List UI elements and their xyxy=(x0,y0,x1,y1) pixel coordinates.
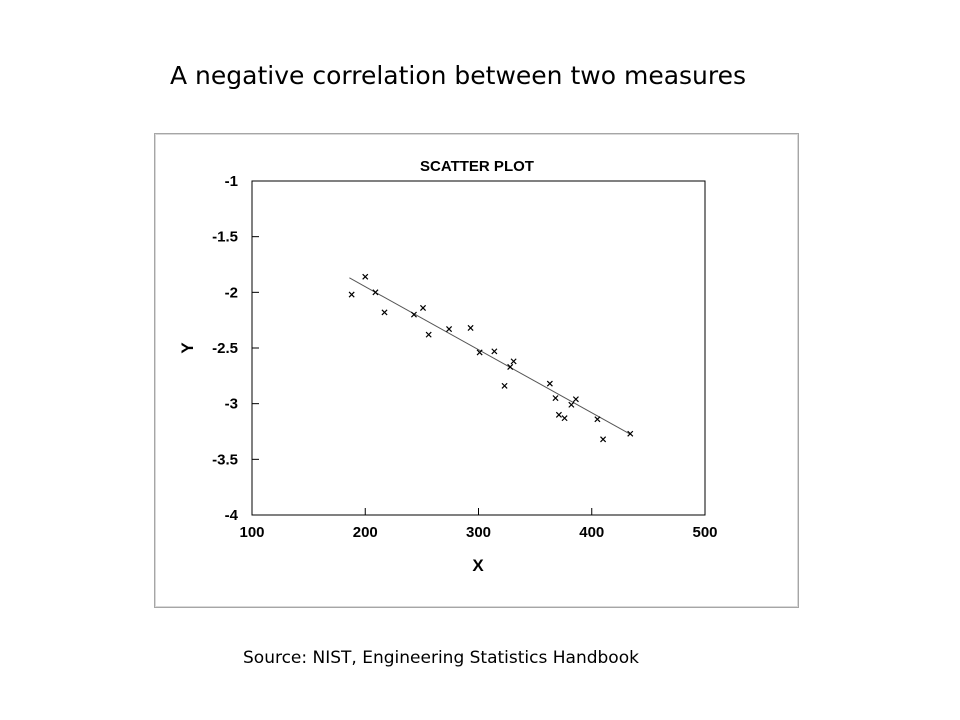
y-axis-label: Y xyxy=(178,342,197,354)
scatter-plot: SCATTER PLOT 100 200 300 400 500 -1 -1.5 -2 -2.… xyxy=(178,158,718,575)
data-point xyxy=(627,430,634,437)
x-tick-label: 200 xyxy=(353,524,378,541)
data-point xyxy=(555,411,562,418)
data-point xyxy=(491,348,498,355)
plot-frame: SCATTER PLOT 100 200 300 400 500 -1 -1.5 -2 -2.… xyxy=(154,133,799,608)
source-note: Source: NIST, Engineering Statistics Han… xyxy=(243,648,639,668)
data-point xyxy=(362,273,369,280)
x-axis-ticks: 100 200 300 400 500 xyxy=(239,508,718,541)
plot-area xyxy=(251,180,706,516)
data-point xyxy=(561,415,568,422)
x-axis-label: X xyxy=(472,556,484,575)
data-point xyxy=(507,363,514,370)
data-points-layer xyxy=(348,273,634,443)
data-point xyxy=(410,311,417,318)
y-tick-label: -3 xyxy=(225,396,238,413)
data-point xyxy=(510,358,517,365)
y-tick-label: -3.5 xyxy=(212,451,238,468)
data-point xyxy=(348,291,355,298)
data-point xyxy=(419,304,427,311)
x-tick-label: 300 xyxy=(466,524,491,541)
y-tick-label: -4 xyxy=(225,507,239,524)
y-axis-ticks: -1 -1.5 -2 -2.5 -3 -3.5 -4 xyxy=(212,173,259,524)
data-point xyxy=(476,349,483,356)
y-tick-label: -2 xyxy=(225,284,238,301)
data-point xyxy=(467,324,474,331)
data-point xyxy=(372,289,379,296)
data-point xyxy=(381,309,388,316)
y-tick-label: -2.5 xyxy=(212,340,238,357)
chart-title: SCATTER PLOT xyxy=(420,158,534,175)
y-tick-label: -1 xyxy=(225,173,238,190)
x-tick-label: 100 xyxy=(239,524,264,541)
data-point xyxy=(568,401,575,408)
data-point xyxy=(594,416,601,423)
data-point xyxy=(446,326,453,333)
x-tick-label: 500 xyxy=(692,524,717,541)
data-point xyxy=(501,382,508,389)
x-tick-label: 400 xyxy=(579,524,604,541)
data-point xyxy=(572,396,579,403)
data-point xyxy=(546,380,553,387)
regression-line xyxy=(349,277,632,436)
y-tick-label: -1.5 xyxy=(212,229,238,246)
slide-title: A negative correlation between two measu… xyxy=(170,61,747,90)
data-point xyxy=(425,331,432,338)
data-point xyxy=(600,436,607,443)
data-point xyxy=(552,395,559,402)
fit-line-layer xyxy=(349,277,632,436)
